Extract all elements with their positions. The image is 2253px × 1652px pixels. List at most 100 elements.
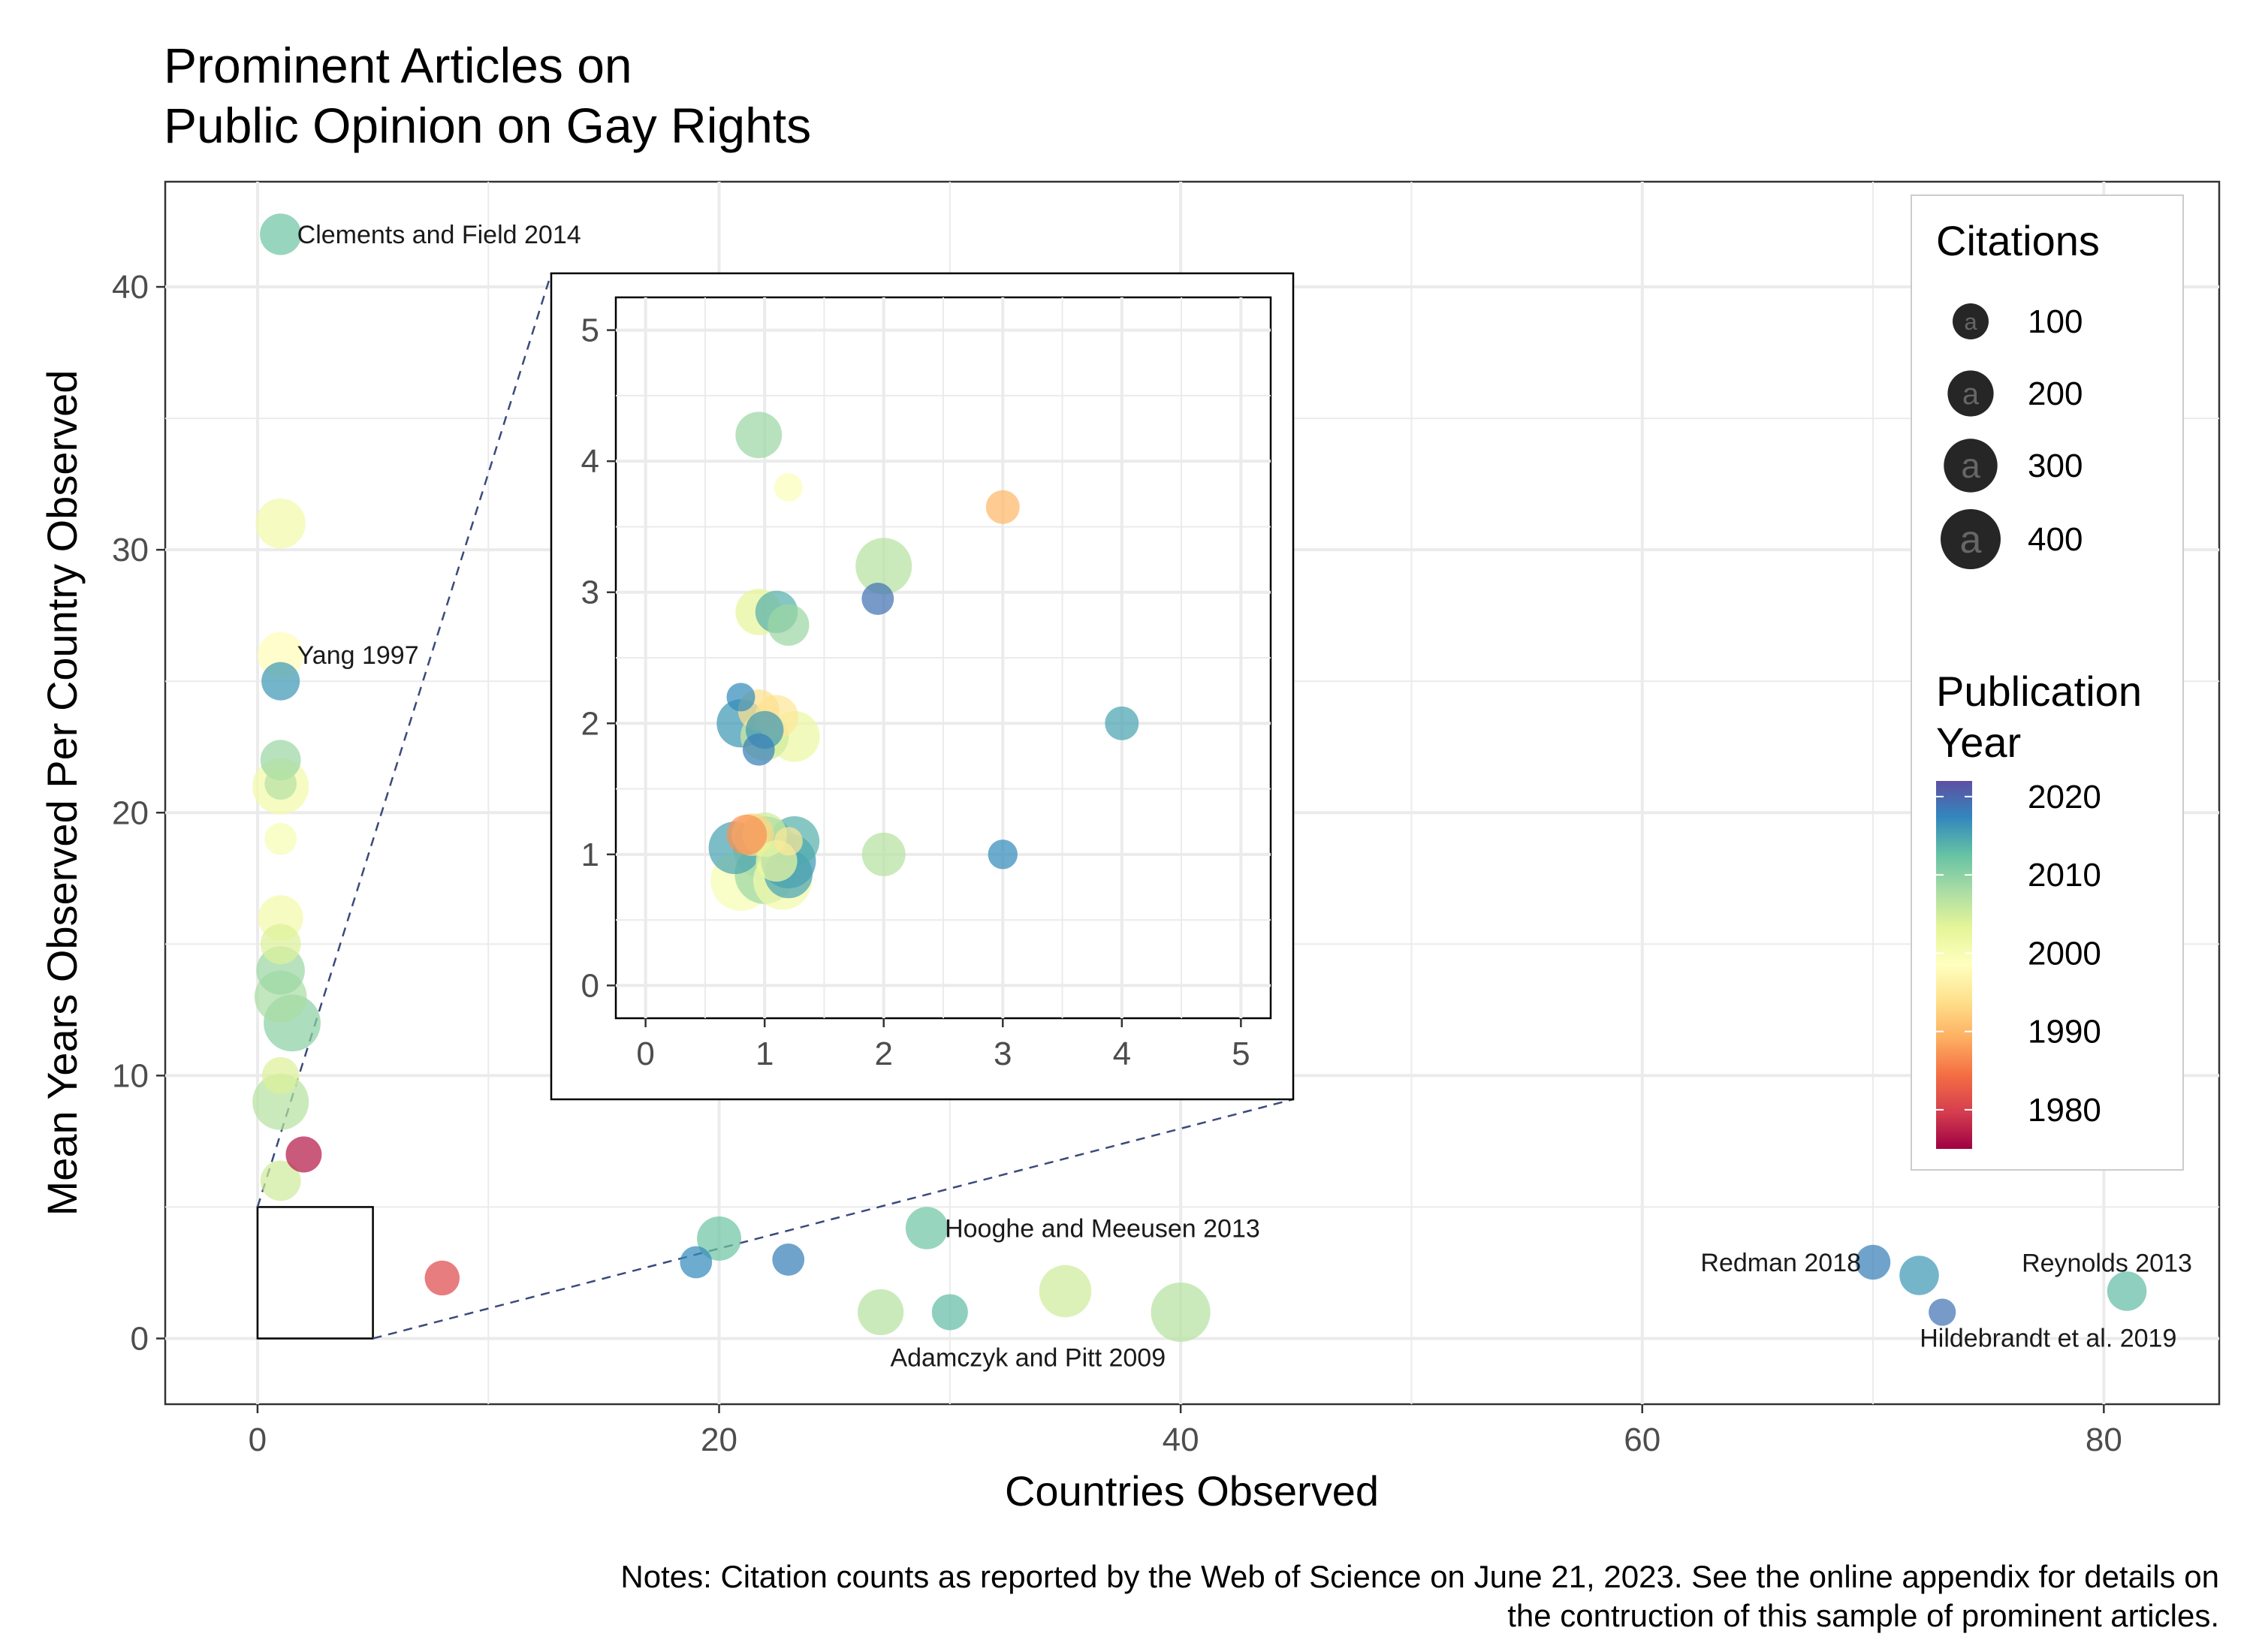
chart-title-line-2: Public Opinion on Gay Rights <box>164 98 811 153</box>
notes-line-2: the contruction of this sample of promin… <box>1507 1598 2219 1633</box>
x-tick-label: 80 <box>2086 1421 2122 1458</box>
data-point <box>2107 1271 2147 1311</box>
size-legend-key-glyph: a <box>1960 518 1982 562</box>
data-point <box>261 662 300 701</box>
point-label: Hooghe and Meeusen 2013 <box>945 1214 1260 1243</box>
y-axis-title: Mean Years Observed Per Country Observed <box>38 370 86 1216</box>
data-point <box>772 1244 805 1276</box>
legend: Citations a 100 a 200 a 300 a 400 Publication Y… <box>1911 194 2184 1171</box>
zoom-region-box <box>256 1206 374 1340</box>
data-point <box>260 1160 301 1201</box>
inset-data-point <box>988 840 1018 870</box>
data-point <box>1855 1244 1891 1280</box>
inset-x-tick-label: 2 <box>874 1036 892 1072</box>
inset-panel: 0 0 1 1 2 2 3 3 4 4 5 5 <box>550 272 1295 1101</box>
point-label: Yang 1997 <box>297 641 419 670</box>
data-point <box>697 1216 741 1261</box>
data-point <box>260 924 301 965</box>
x-axis-title: Countries Observed <box>1005 1467 1379 1515</box>
size-legend-key-glyph: a <box>1964 309 1977 335</box>
y-tick-label: 40 <box>112 269 149 306</box>
size-legend-label: 100 <box>2028 303 2083 340</box>
data-point <box>905 1207 949 1250</box>
point-label: Clements and Field 2014 <box>297 221 581 249</box>
colorbar-label: 2000 <box>2028 935 2101 972</box>
point-label: Reynolds 2013 <box>2022 1249 2192 1277</box>
inset-data-point <box>774 473 803 502</box>
inset-y-tick-label: 4 <box>581 443 599 480</box>
data-point <box>1899 1256 1939 1295</box>
inset-x-tick-label: 1 <box>756 1036 774 1072</box>
x-tick-label: 40 <box>1163 1421 1199 1458</box>
data-point <box>1039 1265 1092 1318</box>
size-legend: a 100 a 200 a 300 a 400 <box>1941 303 2083 569</box>
size-legend-label: 400 <box>2028 521 2083 558</box>
x-tick-label: 20 <box>701 1421 737 1458</box>
data-point <box>1151 1282 1211 1343</box>
data-point <box>858 1289 904 1336</box>
size-legend-label: 300 <box>2028 448 2083 484</box>
inset-axis-ticks: 0 0 1 1 2 2 3 3 4 4 5 5 <box>581 312 1250 1072</box>
inset-x-tick-label: 0 <box>636 1036 654 1072</box>
inset-x-tick-label: 5 <box>1232 1036 1250 1072</box>
point-label: Redman 2018 <box>1700 1249 1861 1277</box>
size-legend-key <box>1941 509 2001 569</box>
point-label: Adamczyk and Pitt 2009 <box>890 1343 1166 1372</box>
inset-data-point <box>726 814 768 855</box>
inset-data-point <box>742 733 775 766</box>
inset-data-point <box>774 827 803 856</box>
data-point <box>264 822 297 855</box>
inset-y-tick-label: 3 <box>581 574 599 611</box>
inset-grid-lines <box>616 297 1271 1018</box>
main-points <box>252 213 2147 1343</box>
inset-y-tick-label: 0 <box>581 967 599 1004</box>
chart-title-line-1: Prominent Articles on <box>164 38 632 93</box>
data-point <box>261 1057 300 1095</box>
inset-data-point <box>768 604 810 646</box>
size-legend-key <box>1947 370 1994 417</box>
size-legend-key <box>1944 439 1998 493</box>
y-tick-label: 20 <box>112 794 149 831</box>
inset-data-point <box>726 683 756 712</box>
inset-y-tick-label: 2 <box>581 705 599 742</box>
inset-zoom-lines <box>256 273 1294 1340</box>
data-point <box>264 767 297 800</box>
y-tick-label: 10 <box>112 1057 149 1094</box>
colorbar-label: 1990 <box>2028 1014 2101 1051</box>
inset-data-point <box>985 490 1020 524</box>
colorbar-label: 1980 <box>2028 1092 2101 1129</box>
inset-data-point <box>861 583 894 615</box>
inset-x-tick-label: 4 <box>1113 1036 1131 1072</box>
inset-data-point <box>861 832 906 876</box>
data-point <box>680 1246 713 1279</box>
y-tick-label: 30 <box>112 532 149 568</box>
inset-data-point <box>855 538 912 595</box>
legend-year-title-line-1: Publication <box>1936 668 2142 715</box>
inset-x-tick-label: 3 <box>994 1036 1012 1072</box>
point-labels: Clements and Field 2014 Yang 1997 Hooghe a… <box>297 221 2192 1372</box>
data-point <box>260 740 301 781</box>
inset-points <box>708 411 1139 912</box>
inset-data-point <box>735 411 783 459</box>
data-point <box>931 1294 968 1331</box>
legend-year-title-line-2: Year <box>1936 719 2021 766</box>
colorbar-label: 2010 <box>2028 857 2101 894</box>
inset-y-tick-label: 5 <box>581 312 599 349</box>
size-legend-label: 200 <box>2028 375 2083 412</box>
notes-line-1: Notes: Citation counts as reported by th… <box>620 1559 2219 1594</box>
size-legend-key-glyph: a <box>1962 378 1980 411</box>
data-point <box>252 1073 309 1130</box>
zoom-connector-line <box>372 1098 1294 1340</box>
data-point <box>260 213 302 255</box>
year-colorbar <box>1936 781 1972 1149</box>
data-point <box>424 1260 460 1296</box>
data-point <box>255 498 306 549</box>
colorbar-label: 2020 <box>2028 779 2101 815</box>
data-point <box>285 1136 322 1173</box>
y-tick-label: 0 <box>131 1320 149 1357</box>
data-point <box>1929 1298 1956 1326</box>
zoom-connector-line <box>256 273 553 1207</box>
legend-citations-title: Citations <box>1936 217 2100 264</box>
